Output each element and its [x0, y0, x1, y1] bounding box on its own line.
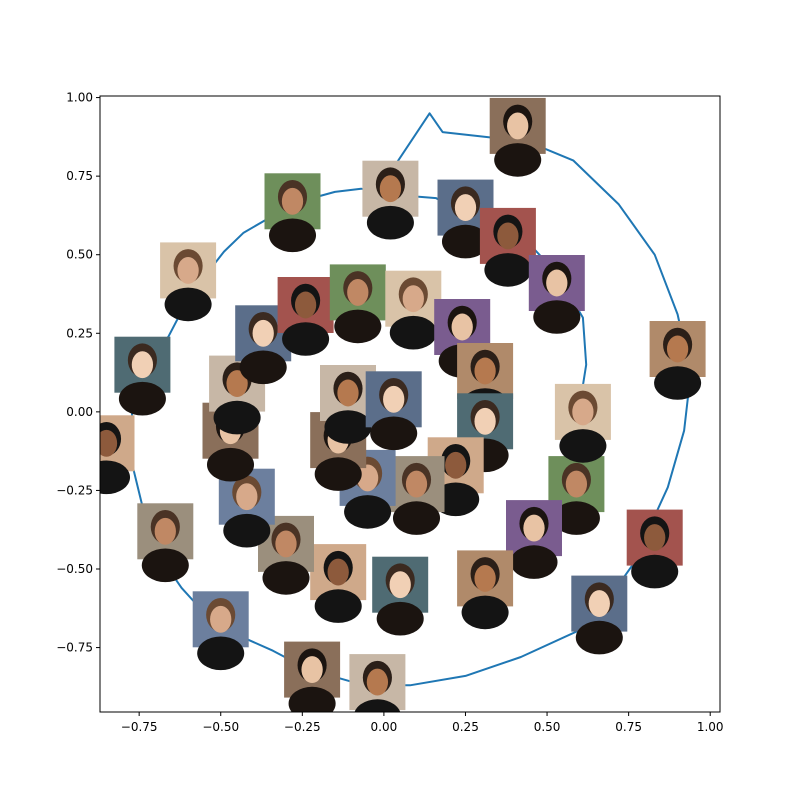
face-frown [349, 654, 406, 712]
face-headphones-smile [277, 277, 334, 356]
x-tick-label: −0.75 [121, 720, 158, 734]
face-headphones-white [100, 415, 135, 495]
y-tick-label: 0.50 [66, 248, 93, 262]
face-smile-bangs [284, 641, 341, 712]
face-glasses-smile [137, 503, 194, 583]
face-hand-on-chin [339, 449, 396, 529]
x-tick-label: 0.00 [371, 720, 398, 734]
x-tick-label: −0.25 [284, 720, 321, 734]
face-looking-down [571, 575, 628, 655]
y-tick-label: 0.00 [66, 405, 93, 419]
x-tick-label: −0.50 [202, 720, 239, 734]
y-tick-label: −0.75 [56, 641, 93, 655]
plot-frame [99, 95, 721, 713]
face-gray-hair-laugh [320, 365, 376, 444]
face-headphones-purple [362, 160, 419, 240]
x-tick-label: 1.00 [697, 720, 724, 734]
face-screaming [457, 550, 514, 630]
x-tick-label: 0.50 [534, 720, 561, 734]
face-bowl-cut [626, 509, 683, 589]
face-dark-hair-hand [388, 456, 445, 535]
face-white-headphones [554, 383, 611, 463]
face-selfie-outdoor [385, 270, 442, 350]
face-long-hair-side [506, 500, 562, 579]
face-glasses-blue-bg [649, 321, 706, 400]
y-tick-label: −0.25 [56, 483, 93, 497]
face-glasses-dark [114, 336, 171, 416]
face-headphones-phone [489, 97, 546, 177]
face-green-headphones [192, 591, 249, 671]
face-purple-hair [235, 305, 292, 385]
face-red-headphones [528, 255, 585, 334]
face-bangs-green-bg [372, 556, 429, 636]
face-black-cap [160, 242, 217, 322]
y-tick-label: 0.75 [66, 169, 93, 183]
face-long-hair-selfie [264, 173, 321, 253]
face-curly-laugh [329, 264, 386, 344]
y-tick-label: −0.50 [56, 562, 93, 576]
face-long-hair-dark [479, 207, 536, 287]
x-tick-label: 0.25 [452, 720, 479, 734]
x-tick-label: 0.75 [615, 720, 642, 734]
face-bob-hair [310, 544, 367, 623]
y-tick-label: 0.25 [66, 326, 93, 340]
face-headphones-braids [365, 371, 422, 451]
face-blond-man [427, 437, 484, 517]
face-glasses-nervous [548, 456, 605, 535]
face-glasses-blue [258, 515, 314, 595]
y-tick-label: 1.00 [66, 91, 93, 105]
